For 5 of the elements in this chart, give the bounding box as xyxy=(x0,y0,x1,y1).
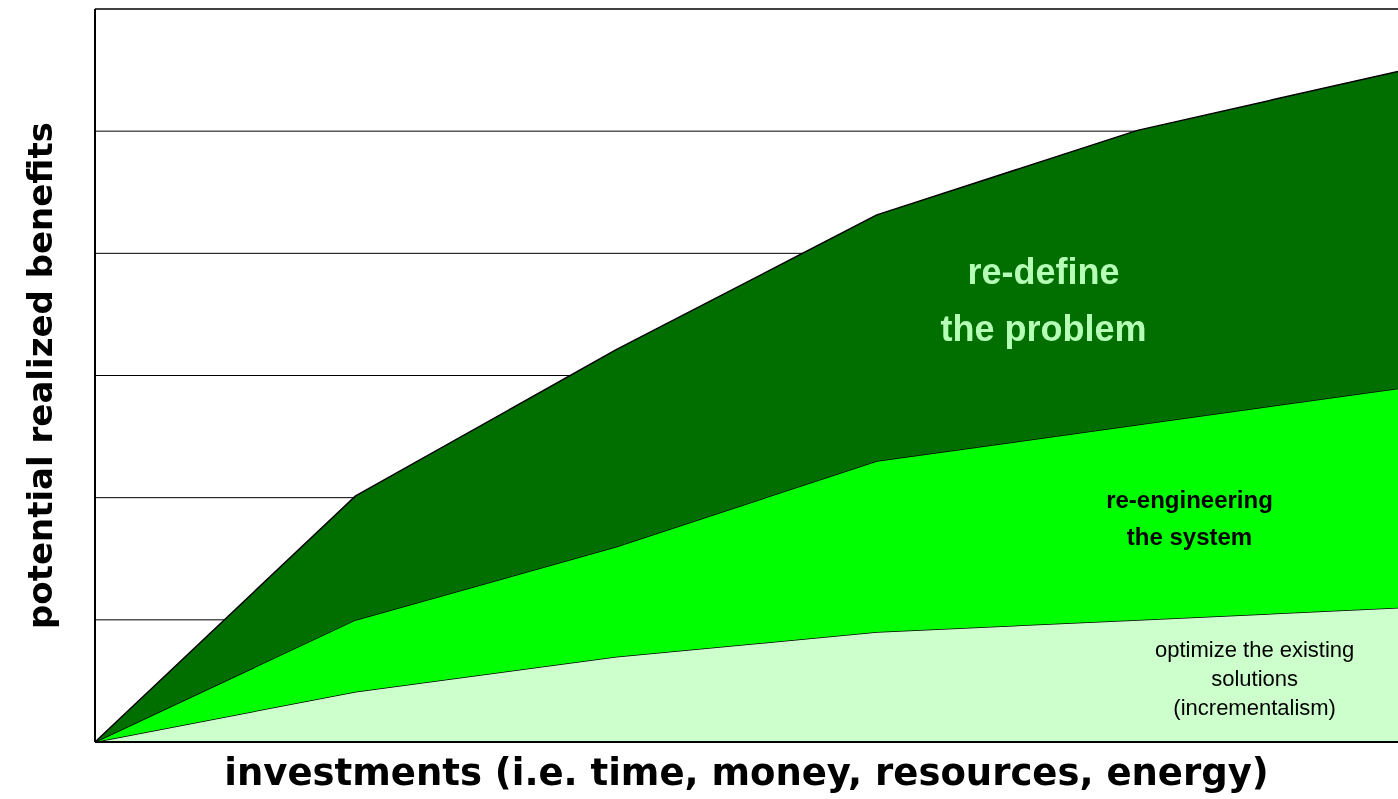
x-axis-title: investments (i.e. time, money, resources, energy) xyxy=(224,751,1269,794)
series-label: optimize the existing solutions (incrementalism) xyxy=(1155,636,1355,720)
series-label: re-engineering the system xyxy=(1106,485,1273,550)
y-axis-title: potential realized benefits xyxy=(20,121,60,630)
series-label: re-define the problem xyxy=(940,250,1147,349)
